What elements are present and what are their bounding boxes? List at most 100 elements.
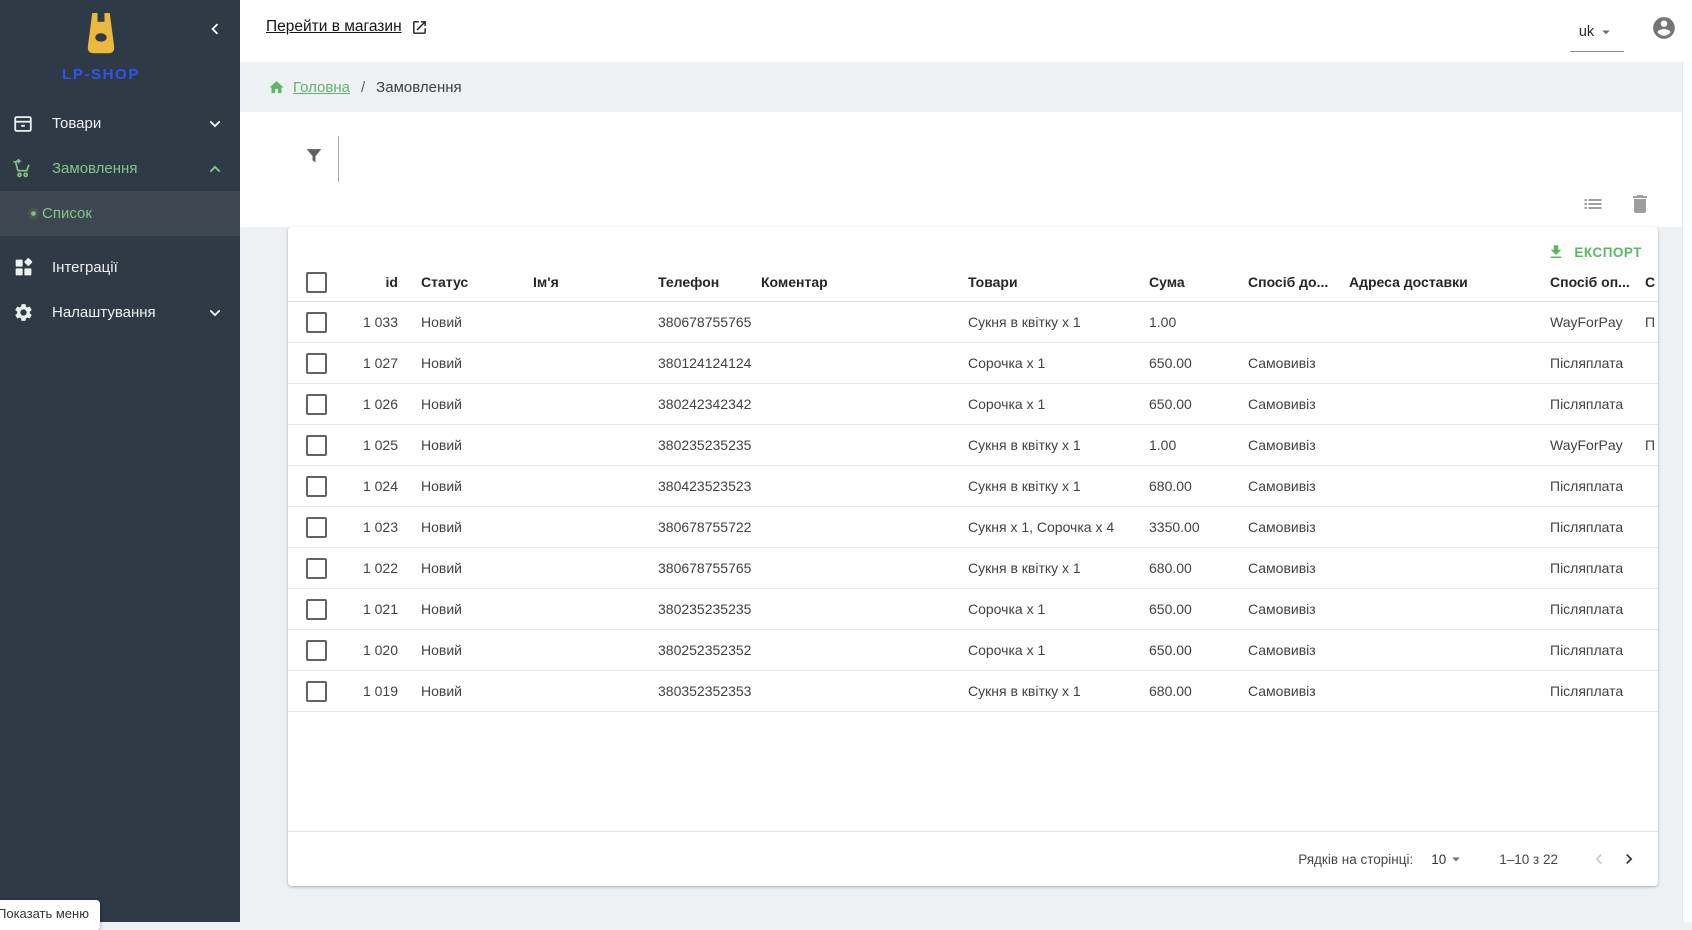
cell-created: П bbox=[1645, 301, 1658, 343]
cell-payment: Післяплата bbox=[1550, 342, 1645, 384]
table-row[interactable]: 1 019 Новий 380352352353 Сукня в квітку x 1… bbox=[288, 670, 1658, 712]
delete-button[interactable] bbox=[1628, 192, 1652, 216]
filter-button[interactable] bbox=[303, 145, 325, 167]
column-header-phone[interactable]: Телефон bbox=[658, 263, 761, 302]
cell-id: 1 021 bbox=[332, 588, 421, 630]
account-button[interactable] bbox=[1651, 15, 1677, 41]
table-row[interactable]: 1 027 Новий 380124124124 Сорочка x 1 650.00 С… bbox=[288, 342, 1658, 384]
cell-id: 1 022 bbox=[332, 547, 421, 589]
cell-delivery: Самовивіз bbox=[1248, 588, 1349, 630]
sidebar-item-orders-list[interactable]: Список bbox=[0, 191, 240, 236]
cell-created: П bbox=[1645, 424, 1658, 466]
sidebar: LP-SHOP Товари Замовлення Список Інтеграції… bbox=[0, 0, 240, 922]
column-header-id[interactable]: id bbox=[332, 263, 421, 302]
sidebar-item-label: Замовлення bbox=[52, 160, 138, 177]
sidebar-item-products[interactable]: Товари bbox=[0, 101, 240, 146]
view-list-button[interactable] bbox=[1581, 192, 1605, 216]
column-header-sum[interactable]: Сума bbox=[1149, 263, 1248, 302]
select-all-checkbox[interactable] bbox=[306, 271, 327, 293]
breadcrumb-current: Замовлення bbox=[376, 78, 462, 96]
sidebar-item-orders[interactable]: Замовлення bbox=[0, 146, 240, 191]
cell-payment: Післяплата bbox=[1550, 465, 1645, 507]
cell-payment: Післяплата bbox=[1550, 506, 1645, 548]
cell-sum: 650.00 bbox=[1149, 383, 1248, 425]
column-header-comment[interactable]: Коментар bbox=[761, 263, 968, 302]
sidebar-collapse-button[interactable] bbox=[200, 14, 230, 44]
cell-status: Новий bbox=[421, 301, 533, 343]
table-row[interactable]: 1 021 Новий 380235235235 Сорочка x 1 650.00 С… bbox=[288, 588, 1658, 630]
filter-input[interactable] bbox=[338, 136, 339, 182]
row-checkbox[interactable] bbox=[306, 680, 327, 702]
row-checkbox[interactable] bbox=[306, 311, 327, 333]
orders-card: ЕКСПОРТ id Статус Ім'я Телефон Коментар Товар… bbox=[288, 227, 1658, 886]
column-header-delivery[interactable]: Спосіб до... bbox=[1248, 263, 1349, 302]
row-checkbox[interactable] bbox=[306, 475, 327, 497]
language-select[interactable]: uk bbox=[1570, 13, 1624, 52]
cell-phone: 380235235235 bbox=[658, 588, 761, 630]
cell-comment bbox=[761, 588, 968, 630]
cell-sum: 3350.00 bbox=[1149, 506, 1248, 548]
row-checkbox[interactable] bbox=[306, 352, 327, 374]
sidebar-item-integrations[interactable]: Інтеграції bbox=[0, 245, 240, 290]
sidebar-item-settings[interactable]: Налаштування bbox=[0, 290, 240, 335]
export-label: ЕКСПОРТ bbox=[1574, 244, 1642, 260]
chevron-down-icon bbox=[204, 302, 226, 324]
chevron-down-icon bbox=[204, 113, 226, 135]
chevron-left-icon bbox=[1595, 854, 1602, 864]
account-circle-icon bbox=[1653, 17, 1675, 39]
prev-page-button[interactable] bbox=[1584, 844, 1614, 874]
column-header-name[interactable]: Ім'я bbox=[533, 263, 658, 302]
breadcrumb: Головна / Замовлення bbox=[240, 62, 1692, 112]
column-header-select bbox=[288, 263, 332, 302]
cell-status: Новий bbox=[421, 547, 533, 589]
cell-name bbox=[533, 301, 658, 343]
row-checkbox[interactable] bbox=[306, 639, 327, 661]
cell-sum: 650.00 bbox=[1149, 629, 1248, 671]
table-row[interactable]: 1 025 Новий 380235235235 Сукня в квітку x 1… bbox=[288, 424, 1658, 466]
table-row[interactable]: 1 020 Новий 380252352352 Сорочка x 1 650.00 С… bbox=[288, 629, 1658, 671]
table-row[interactable]: 1 033 Новий 380678755765 Сукня в квітку x 1… bbox=[288, 301, 1658, 343]
table-row[interactable]: 1 026 Новий 380242342342 Сорочка x 1 650.00 С… bbox=[288, 383, 1658, 425]
breadcrumb-home-link[interactable]: Головна bbox=[293, 78, 350, 96]
cell-select bbox=[288, 506, 332, 548]
cell-comment bbox=[761, 342, 968, 384]
cell-products: Сукня в квітку x 1 bbox=[968, 424, 1149, 466]
cell-products: Сукня в квітку x 1 bbox=[968, 465, 1149, 507]
column-header-address[interactable]: Адреса доставки bbox=[1349, 263, 1550, 302]
row-checkbox[interactable] bbox=[306, 434, 327, 456]
cell-address bbox=[1349, 383, 1550, 425]
cell-status: Новий bbox=[421, 342, 533, 384]
chevron-up-icon bbox=[204, 158, 226, 180]
widgets-icon bbox=[11, 256, 35, 280]
column-header-label: Сума bbox=[1149, 274, 1185, 290]
chevron-right-icon bbox=[1626, 854, 1633, 864]
column-header-payment[interactable]: Спосіб оп... bbox=[1550, 263, 1645, 302]
next-page-button[interactable] bbox=[1614, 844, 1644, 874]
cell-delivery: Самовивіз bbox=[1248, 547, 1349, 589]
inventory-icon bbox=[11, 112, 35, 136]
scrollbar-track[interactable] bbox=[1682, 62, 1692, 922]
cell-select bbox=[288, 424, 332, 466]
column-header-created[interactable]: С bbox=[1645, 263, 1658, 302]
table-row[interactable]: 1 022 Новий 380678755765 Сукня в квітку x 1… bbox=[288, 547, 1658, 589]
bullet-icon bbox=[26, 202, 40, 226]
table-row[interactable]: 1 024 Новий 380423523523 Сукня в квітку x 1… bbox=[288, 465, 1658, 507]
row-checkbox[interactable] bbox=[306, 598, 327, 620]
cell-comment bbox=[761, 383, 968, 425]
cell-address bbox=[1349, 506, 1550, 548]
cell-comment bbox=[761, 424, 968, 466]
column-header-status[interactable]: Статус bbox=[421, 263, 533, 302]
row-checkbox[interactable] bbox=[306, 393, 327, 415]
export-button[interactable]: ЕКСПОРТ bbox=[1547, 243, 1642, 263]
view-list-icon bbox=[1584, 199, 1602, 209]
row-checkbox[interactable] bbox=[306, 557, 327, 579]
cell-phone: 380352352353 bbox=[658, 670, 761, 712]
go-to-shop-link[interactable]: Перейти в магазин bbox=[266, 18, 428, 36]
table-row[interactable]: 1 023 Новий 380678755722 Сукня x 1, Сорочка… bbox=[288, 506, 1658, 548]
cell-created bbox=[1645, 465, 1658, 507]
cell-phone: 380678755722 bbox=[658, 506, 761, 548]
cell-sum: 1.00 bbox=[1149, 301, 1248, 343]
row-checkbox[interactable] bbox=[306, 516, 327, 538]
column-header-products[interactable]: Товари bbox=[968, 263, 1149, 302]
rows-per-page-select[interactable]: 10 bbox=[1431, 850, 1465, 868]
